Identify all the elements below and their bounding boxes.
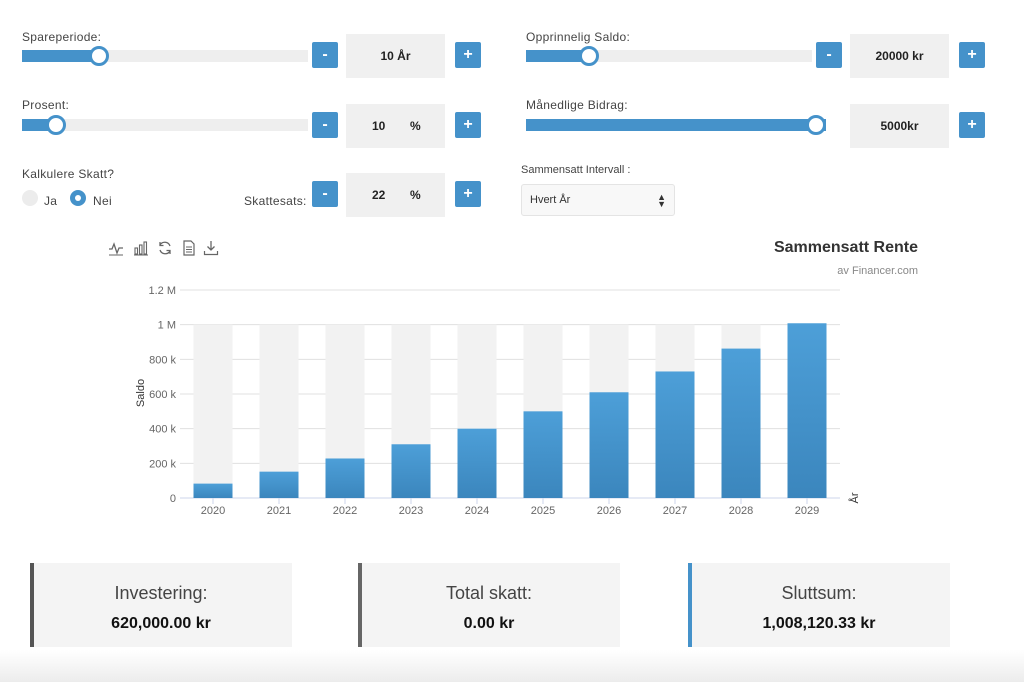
radio-ja[interactable] [22,190,38,206]
opprinnelig-saldo-label: Opprinnelig Saldo: [526,30,631,44]
skattesats-unit: % [410,188,421,202]
x-tick-label: 2028 [729,505,753,517]
y-tick-label: 1 M [158,320,176,332]
bar [655,371,695,498]
prosent-plus-button[interactable]: + [455,112,481,138]
x-tick-label: 2024 [465,505,489,517]
summary-card-accent [688,563,692,647]
skattesats-label: Skattesats: [244,194,307,208]
x-tick-label: 2026 [597,505,621,517]
select-arrows-icon: ▲ ▼ [657,192,666,209]
prosent-slider-thumb[interactable] [46,115,67,135]
skattesats-number: 22 [372,188,386,202]
document-icon[interactable] [181,240,197,256]
manedlige-bidrag-value: 5000kr [850,104,949,148]
x-tick-label: 2023 [399,505,423,517]
skattesats-minus-button[interactable]: - [312,181,338,207]
summary-title: Total skatt: [445,583,533,603]
chart-subtitle: av Financer.com [837,265,918,277]
x-tick-label: 2029 [795,505,819,517]
opprinnelig-saldo-slider[interactable] [526,46,812,66]
line-chart-icon[interactable] [108,240,124,256]
download-icon[interactable] [203,240,219,256]
compound-interest-chart: Sammensatt Rente av Financer.com Saldo Å… [135,239,918,517]
spareperiode-slider[interactable] [22,46,308,66]
opprinnelig-saldo-minus-button[interactable]: - [816,42,842,68]
prosent-minus-button[interactable]: - [312,112,338,138]
manedlige-bidrag-label: Månedlige Bidrag: [526,98,628,112]
bar [457,428,497,498]
bar [259,471,299,498]
x-axis-title: År [848,492,861,503]
y-tick-label: 0 [170,493,176,505]
bar [391,444,431,498]
prosent-label: Prosent: [22,98,70,112]
bar [193,483,233,498]
summary-card-sluttsum: Sluttsum: 1,008,120.33 kr [688,563,950,647]
spareperiode-slider-thumb[interactable] [89,46,110,66]
y-tick-label: 200 k [149,458,176,470]
manedlige-bidrag-slider-thumb[interactable] [806,115,826,135]
chart-bars [193,323,827,498]
bar [721,348,761,498]
kalkulere-skatt-label: Kalkulere Skatt? [22,167,115,181]
intervall-select[interactable]: Hvert År ▲ ▼ [521,184,675,216]
spareperiode-plus-button[interactable]: + [455,42,481,68]
bar-chart-icon[interactable] [133,240,149,256]
chart-title: Sammensatt Rente [774,239,918,256]
y-tick-label: 400 k [149,424,176,436]
radio-ja-label: Ja [44,194,58,208]
prosent-slider[interactable] [22,115,308,135]
bar [325,458,365,498]
x-tick-label: 2027 [663,505,687,517]
summary-title: Investering: [114,583,208,603]
intervall-label: Sammensatt Intervall : [521,164,631,176]
spareperiode-label: Spareperiode: [22,30,102,44]
y-tick-label: 1.2 M [148,285,176,297]
spareperiode-value: 10 År [346,34,445,78]
opprinnelig-saldo-plus-button[interactable]: + [959,42,985,68]
radio-nei[interactable] [70,190,86,206]
manedlige-bidrag-slider[interactable] [526,115,826,135]
bar [787,323,827,498]
manedlige-bidrag-slider-fill [526,119,826,131]
opprinnelig-saldo-value: 20000 kr [850,34,949,78]
summary-title: Sluttsum: [781,583,857,603]
summary-card-investering: Investering: 620,000.00 kr [30,563,292,647]
spareperiode-minus-button[interactable]: - [312,42,338,68]
page-footer-fade [0,650,1024,682]
x-tick-label: 2021 [267,505,291,517]
x-tick-label: 2025 [531,505,555,517]
manedlige-bidrag-plus-button[interactable]: + [959,112,985,138]
prosent-value: 10 % [346,104,445,148]
y-tick-label: 600 k [149,389,176,401]
summary-value: 0.00 kr [463,615,515,632]
skattesats-value: 22 % [346,173,445,217]
y-axis-ticks: 0 200 k 400 k 600 k 800 k 1 M 1.2 M [148,285,176,505]
x-tick-label: 2022 [333,505,357,517]
summary-value: 1,008,120.33 kr [762,615,876,632]
y-axis-title: Saldo [135,379,147,407]
prosent-number: 10 [372,119,386,133]
bar [589,392,629,498]
summary-card-total-skatt: Total skatt: 0.00 kr [358,563,620,647]
spareperiode-slider-fill [22,50,100,62]
summary-card-accent [30,563,34,647]
summary-value: 620,000.00 kr [111,615,211,632]
x-axis-ticks: 2020 2021 2022 2023 2024 2025 2026 2027 2028 2029 [201,498,819,517]
y-tick-label: 800 k [149,354,176,366]
x-tick-label: 2020 [201,505,225,517]
opprinnelig-saldo-slider-thumb[interactable] [578,46,599,66]
opprinnelig-saldo-slider-fill [526,50,589,62]
prosent-unit: % [410,119,421,133]
skattesats-plus-button[interactable]: + [455,181,481,207]
bar [523,411,563,498]
summary-card-accent [358,563,362,647]
refresh-icon[interactable] [157,240,173,256]
intervall-selected: Hvert År [530,194,571,206]
background-bar [259,324,299,498]
radio-nei-label: Nei [93,194,112,208]
background-bar [193,324,233,498]
